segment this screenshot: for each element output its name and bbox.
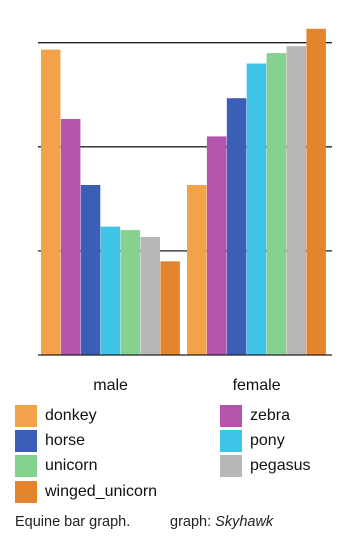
legend-swatch — [15, 455, 37, 477]
legend: donkey horse unicorn winged_unicorn zebr… — [0, 398, 350, 508]
x-tick-label-female: female — [233, 377, 281, 394]
caption: Equine bar graph. graph: Skyhawk — [15, 514, 345, 538]
legend-item-donkey: donkey — [15, 404, 97, 428]
legend-swatch — [220, 430, 242, 452]
legend-item-horse: horse — [15, 429, 85, 453]
legend-swatch — [220, 405, 242, 427]
legend-label: zebra — [250, 407, 291, 424]
bar-female-horse — [226, 98, 247, 355]
bar-female-pegasus — [286, 46, 306, 355]
caption-text: Equine bar graph. — [15, 514, 131, 530]
legend-swatch — [15, 430, 37, 452]
legend-item-pony: pony — [220, 429, 285, 453]
credit-name: Skyhawk — [215, 514, 274, 530]
bar-male-pegasus — [140, 237, 160, 355]
legend-item-unicorn: unicorn — [15, 454, 97, 478]
bar-chart: male female — [38, 28, 332, 394]
bar-male-pony — [100, 226, 121, 355]
legend-swatch — [220, 455, 242, 477]
bar-male-unicorn — [120, 230, 141, 355]
bar-male-zebra — [60, 119, 81, 355]
caption-credit: graph: Skyhawk — [170, 514, 273, 530]
legend-item-winged-unicorn: winged_unicorn — [15, 480, 157, 504]
bar-female-unicorn — [266, 53, 287, 355]
bar-male-horse — [80, 185, 101, 355]
legend-swatch — [15, 481, 37, 503]
x-tick-labels: male female — [93, 377, 280, 394]
legend-label: horse — [45, 432, 86, 449]
legend-label: winged_unicorn — [45, 483, 158, 500]
bar-male-winged-unicorn — [160, 261, 180, 355]
bar-female-winged-unicorn — [306, 28, 326, 356]
legend-label: pony — [250, 432, 285, 449]
bar-female-donkey — [187, 185, 207, 355]
bar-female-zebra — [206, 136, 227, 355]
legend-item-zebra: zebra — [220, 404, 290, 428]
credit-prefix: graph: — [170, 514, 216, 530]
legend-label: donkey — [45, 407, 97, 424]
legend-label: unicorn — [45, 457, 98, 474]
legend-swatch — [15, 405, 37, 427]
x-tick-label-male: male — [93, 377, 128, 394]
legend-label: pegasus — [250, 457, 311, 474]
bar-female-pony — [246, 63, 267, 355]
bar-male-donkey — [41, 49, 61, 355]
bars — [41, 28, 326, 356]
legend-item-pegasus: pegasus — [220, 454, 311, 478]
